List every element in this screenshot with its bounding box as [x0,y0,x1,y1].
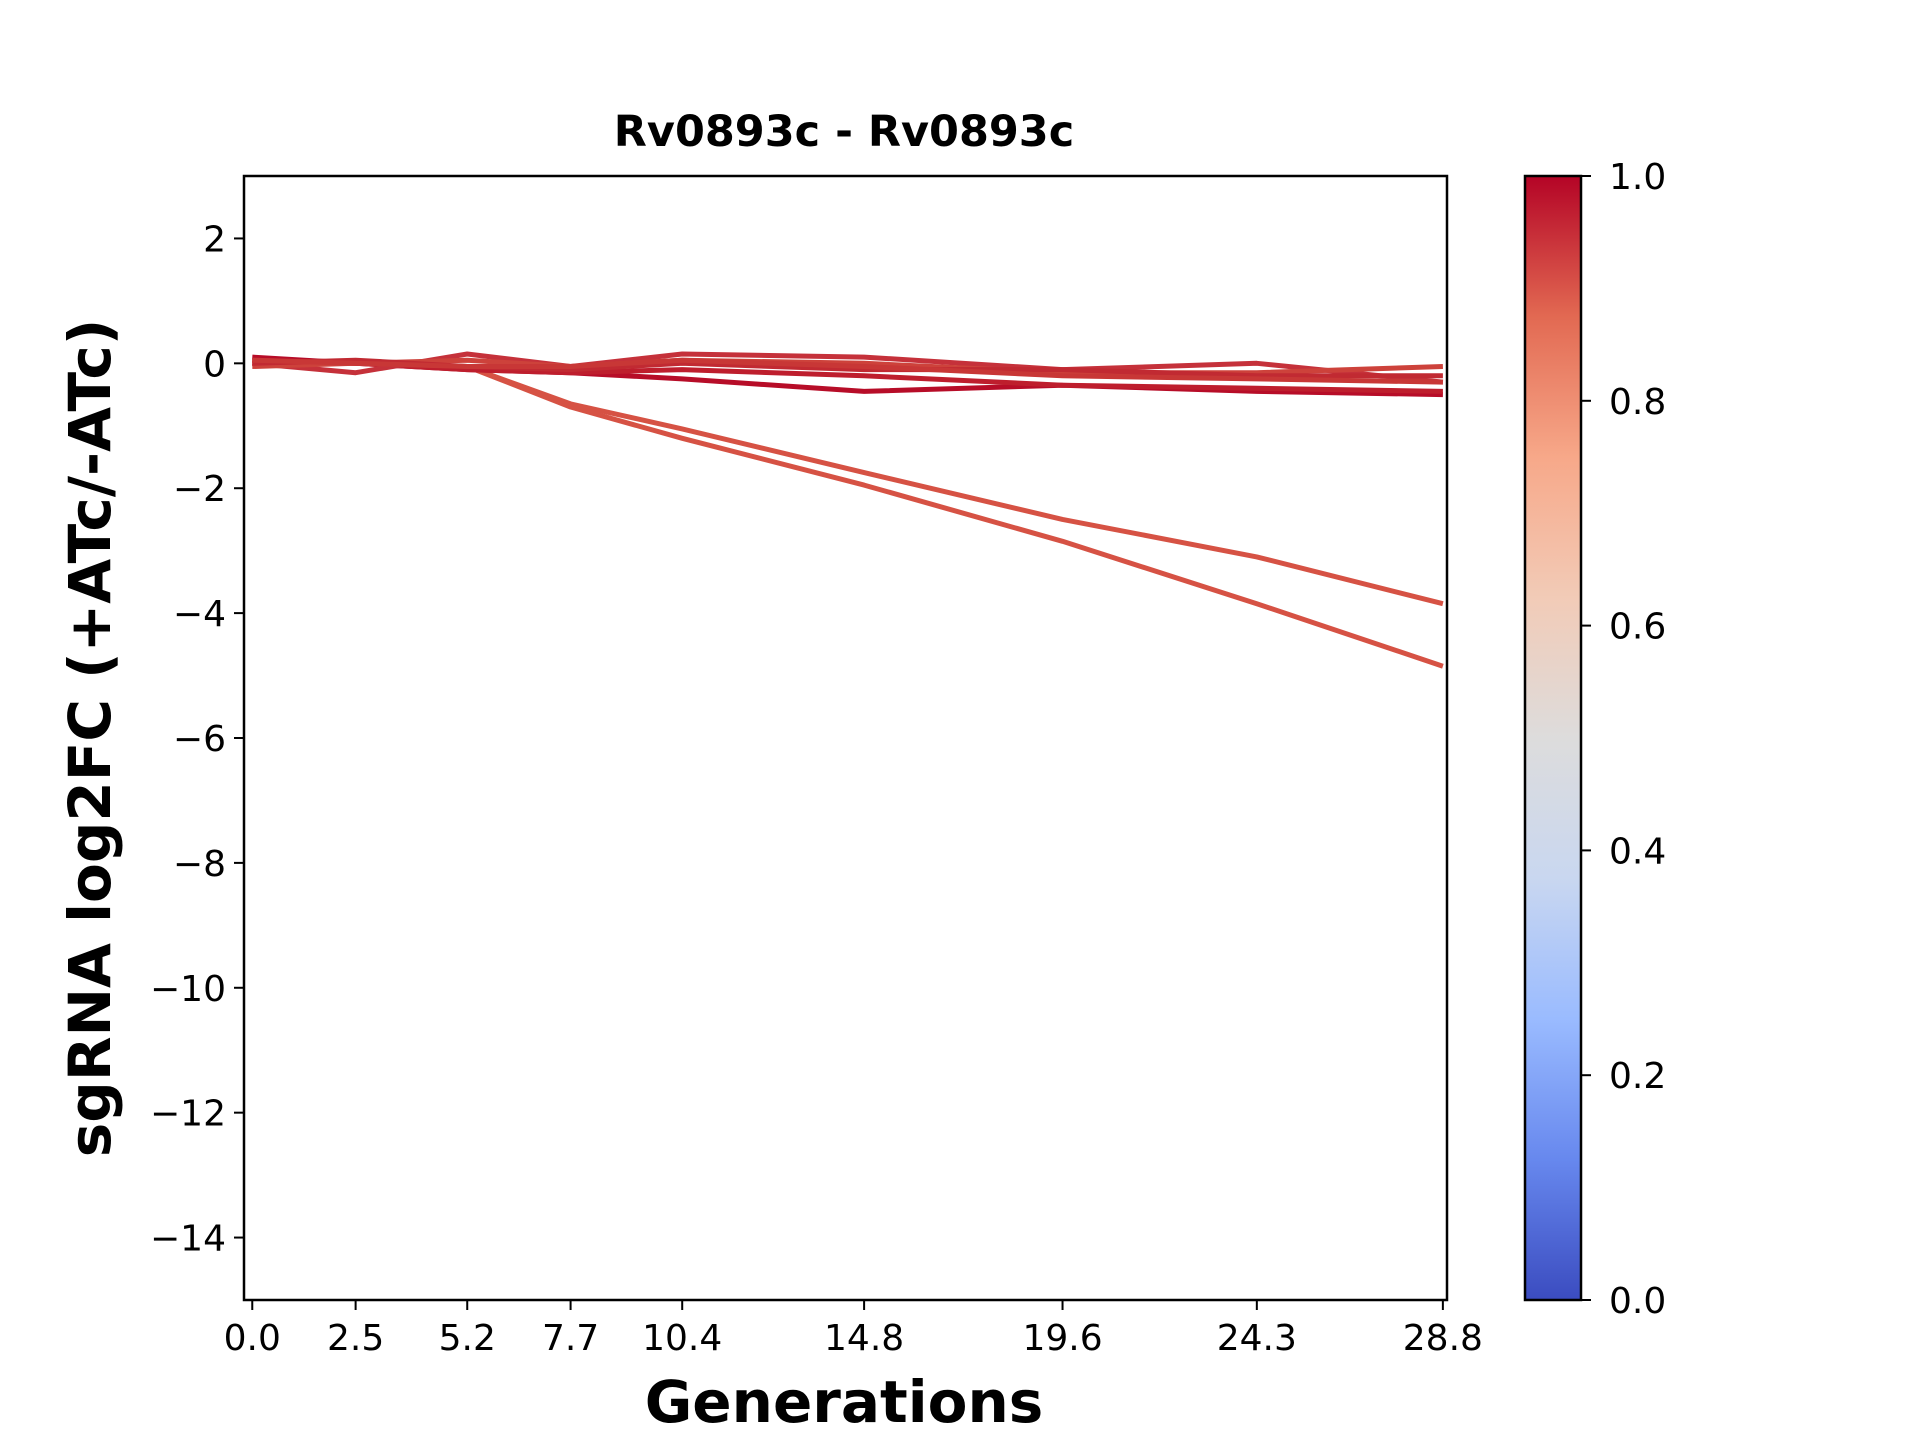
colorbar-tick-label: 0.4 [1609,831,1666,872]
chart-title: Rv0893c - Rv0893c [614,107,1074,157]
series-line-2 [252,360,1444,607]
colorbar-gradient [1523,174,1583,1302]
colorbar-tick-label: 0.8 [1609,382,1666,423]
y-tick-label: −14 [150,1219,226,1260]
y-tick-label: 0 [203,344,226,385]
x-tick-label: 0.0 [224,1318,281,1359]
x-tick-label: 24.3 [1217,1318,1297,1359]
x-tick-label: 28.8 [1403,1318,1483,1359]
colorbar: 0.0 0.2 0.4 0.6 0.8 1.0 [1523,157,1666,1322]
x-axis-label: Generations [645,1368,1044,1436]
colorbar-tick-label: 1.0 [1609,157,1666,198]
x-tick-label: 2.5 [327,1318,384,1359]
series-line-8 [252,357,1443,385]
colorbar-tick-label: 0.6 [1609,607,1666,648]
y-tick-label: −4 [173,594,226,635]
colorbar-tick-label: 0.0 [1609,1281,1666,1322]
y-tick-label: 2 [203,219,226,260]
y-tick-label: −8 [173,844,226,885]
series-line-1 [252,357,1444,669]
x-tick-label: 14.8 [824,1318,904,1359]
axes: 0.0 2.5 5.2 7.7 10.4 14.8 19.6 24.3 28.8 2 0 −2 −4 −6… [150,174,1483,1359]
y-tick-label: −10 [150,969,226,1010]
x-tick-label: 19.6 [1022,1318,1102,1359]
y-axis-label: sgRNA log2FC (+ATc/-ATc) [56,319,124,1157]
x-tick-label: 10.4 [642,1318,722,1359]
plot-area [252,351,1444,669]
plot-frame [242,174,1449,1302]
colorbar-tick-label: 0.2 [1609,1056,1666,1097]
y-tick-label: −2 [173,469,226,510]
y-tick-label: −12 [150,1094,226,1135]
x-tick-label: 5.2 [439,1318,496,1359]
y-tick-label: −6 [173,719,226,760]
x-tick-label: 7.7 [542,1318,599,1359]
